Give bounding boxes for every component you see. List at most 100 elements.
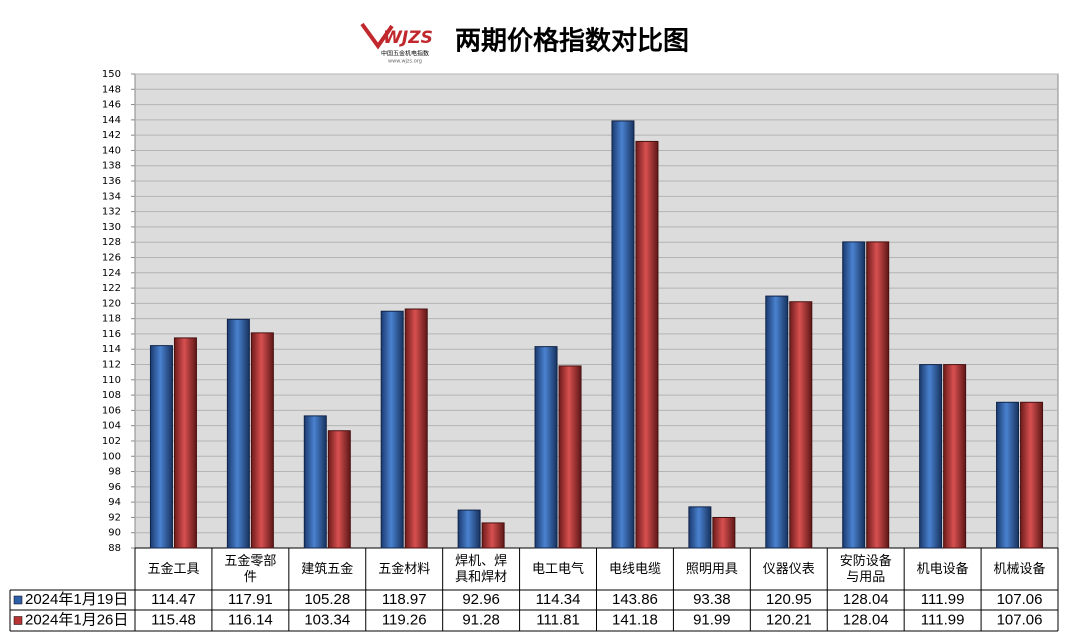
table-value: 118.97: [382, 591, 427, 608]
logo-caption: 中国五金机电指数: [381, 50, 429, 58]
bar: [250, 332, 274, 549]
table-value: 115.48: [151, 611, 196, 628]
y-tick-label: 94: [108, 497, 121, 508]
table-value: 128.04: [843, 611, 889, 628]
x-tick-label: 建筑五金: [301, 561, 353, 577]
x-tick-label: 五金工具: [147, 561, 199, 577]
label-line: 与用品: [846, 570, 885, 585]
table-value: 111.81: [536, 611, 580, 628]
table-value: 107.06: [997, 611, 1043, 628]
y-tick-label: 114: [102, 344, 121, 355]
y-tick-label: 112: [102, 360, 121, 371]
x-tick-label: 机电设备: [917, 561, 969, 577]
y-tick-label: 126: [102, 252, 121, 263]
legend-swatch: [13, 595, 23, 605]
label-line: 机电设备: [917, 561, 969, 577]
x-tick-label: 安防设备与用品: [840, 553, 892, 585]
y-tick-label: 124: [102, 268, 121, 279]
bar: [842, 241, 866, 549]
y-tick-label: 104: [102, 421, 121, 432]
table-value: 93.38: [693, 591, 731, 608]
label-line: 安防设备: [840, 553, 892, 569]
table-value: 107.06: [997, 591, 1043, 608]
label-line: 五金零部: [224, 553, 276, 569]
y-tick-label: 130: [102, 222, 121, 233]
table-value: 103.34: [304, 611, 350, 628]
bar: [534, 346, 558, 549]
table-value: 117.91: [228, 591, 273, 608]
x-tick-label: 照明用具: [686, 562, 738, 577]
table-value: 116.14: [228, 611, 273, 628]
x-tick-label: 电工电气: [532, 561, 584, 577]
bar: [404, 308, 428, 549]
y-tick-label: 150: [102, 69, 121, 80]
bar: [558, 365, 582, 549]
y-tick-label: 140: [102, 145, 121, 156]
bar: [789, 301, 813, 549]
bar: [481, 522, 505, 549]
y-tick-label: 128: [102, 237, 121, 248]
label-line: 焊机、焊: [455, 553, 507, 569]
legend-label: 2024年1月19日: [25, 591, 128, 608]
bar: [635, 140, 659, 549]
table-value: 92.96: [462, 591, 500, 608]
y-tick-label: 96: [108, 482, 121, 493]
x-tick-label: 仪器仪表: [763, 562, 815, 577]
label-line: 电工电气: [532, 561, 584, 577]
table-value: 128.04: [843, 591, 889, 608]
label-line: 照明用具: [686, 562, 738, 577]
bar: [327, 430, 351, 549]
bar: [919, 364, 943, 549]
y-tick-label: 100: [102, 451, 121, 462]
y-tick-label: 136: [102, 176, 121, 187]
y-tick-label: 134: [102, 191, 121, 202]
y-tick-label: 144: [102, 115, 121, 126]
table-value: 114.47: [151, 591, 196, 608]
y-tick-label: 146: [102, 100, 121, 111]
y-tick-label: 102: [102, 436, 121, 447]
x-tick-label: 机械设备: [994, 561, 1046, 577]
label-line: 建筑五金: [301, 561, 353, 577]
table-value: 119.26: [382, 611, 427, 628]
y-tick-label: 108: [102, 390, 121, 401]
x-tick-label: 电线电缆: [609, 561, 661, 577]
bar: [303, 415, 327, 549]
table-value: 120.21: [766, 611, 812, 628]
x-tick-label: 五金零部件: [224, 553, 276, 585]
chart-title: 两期价格指数对比图: [455, 26, 689, 57]
bar: [457, 509, 481, 549]
bar: [996, 401, 1020, 549]
legend-label: 2024年1月26日: [25, 611, 128, 628]
bar: [866, 241, 890, 549]
label-line: 机械设备: [994, 561, 1046, 577]
y-tick-label: 92: [108, 512, 121, 523]
table-value: 91.99: [693, 611, 731, 628]
bar: [173, 337, 197, 549]
legend-swatch: [13, 616, 23, 625]
bar: [226, 318, 250, 549]
label-line: 五金材料: [378, 561, 430, 577]
y-tick-label: 98: [108, 467, 121, 478]
y-tick-label: 132: [102, 207, 121, 218]
logo-arrow: [360, 22, 394, 50]
logo: WJZS 中国五金机电指数 www.wjzs.org: [360, 22, 433, 65]
y-tick-label: 138: [102, 161, 121, 172]
table-value: 111.99: [921, 611, 965, 628]
y-tick-label: 148: [102, 84, 121, 95]
label-line: 具和焊材: [455, 569, 507, 585]
bar: [765, 295, 789, 549]
table-value: 114.34: [536, 591, 581, 608]
y-tick-label: 90: [108, 528, 121, 539]
table-value: 143.86: [612, 591, 658, 608]
y-tick-label: 88: [108, 543, 121, 554]
bar: [1020, 401, 1044, 549]
label-line: 仪器仪表: [763, 562, 815, 577]
logo-url: www.wjzs.org: [388, 59, 422, 65]
table-value: 120.95: [766, 591, 812, 608]
table-value: 111.99: [921, 591, 965, 608]
bar: [688, 506, 712, 549]
bar: [712, 516, 736, 549]
table-value: 91.28: [462, 611, 500, 628]
x-tick-label: 五金材料: [378, 561, 430, 577]
